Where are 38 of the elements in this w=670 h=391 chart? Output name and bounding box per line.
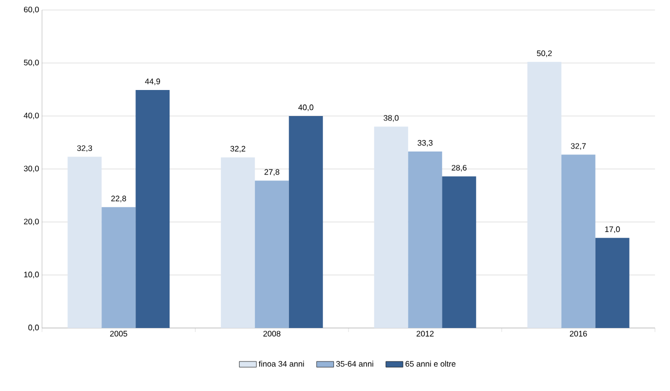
y-tick-label: 0,0 — [28, 324, 39, 332]
y-tick-label: 40,0 — [24, 112, 39, 120]
x-tick-label: 2012 — [416, 330, 434, 337]
data-label: 33,3 — [418, 140, 433, 147]
bar — [288, 116, 323, 328]
bar — [527, 62, 562, 328]
bar — [254, 180, 289, 328]
data-label: 27,8 — [264, 169, 280, 176]
bar — [595, 238, 630, 328]
data-label: 44,9 — [145, 78, 160, 86]
x-tick-label: 2016 — [570, 330, 587, 337]
x-tick-label: 2005 — [110, 330, 128, 337]
y-tick-label: 20,0 — [24, 218, 39, 226]
bar — [68, 156, 102, 328]
data-label: 50,2 — [536, 50, 552, 58]
y-tick-label: 60,0 — [24, 6, 39, 14]
data-label: 38,0 — [384, 115, 399, 122]
bar — [561, 154, 596, 328]
data-label: 22,8 — [111, 196, 126, 202]
bar — [102, 207, 136, 328]
bar — [136, 90, 170, 328]
data-label: 17,0 — [605, 226, 620, 234]
y-tick-label: 10,0 — [24, 272, 39, 278]
y-tick-label: 30,0 — [24, 166, 39, 172]
y-tick-label: 50,0 — [24, 60, 39, 66]
bar — [408, 152, 442, 328]
data-label: 32,2 — [230, 146, 246, 152]
bar — [442, 176, 476, 328]
legend-label: 65 anni e oltre — [406, 360, 456, 367]
data-label: 40,0 — [298, 104, 314, 112]
bar — [374, 126, 408, 328]
bar — [220, 157, 255, 328]
legend-label: finoa 34 anni — [258, 360, 304, 367]
data-label: 28,6 — [452, 164, 467, 172]
x-tick-label: 2008 — [263, 330, 280, 337]
data-label: 32,7 — [570, 143, 586, 150]
legend-label: 35-64 anni — [336, 360, 374, 367]
data-label: 32,3 — [77, 145, 92, 152]
